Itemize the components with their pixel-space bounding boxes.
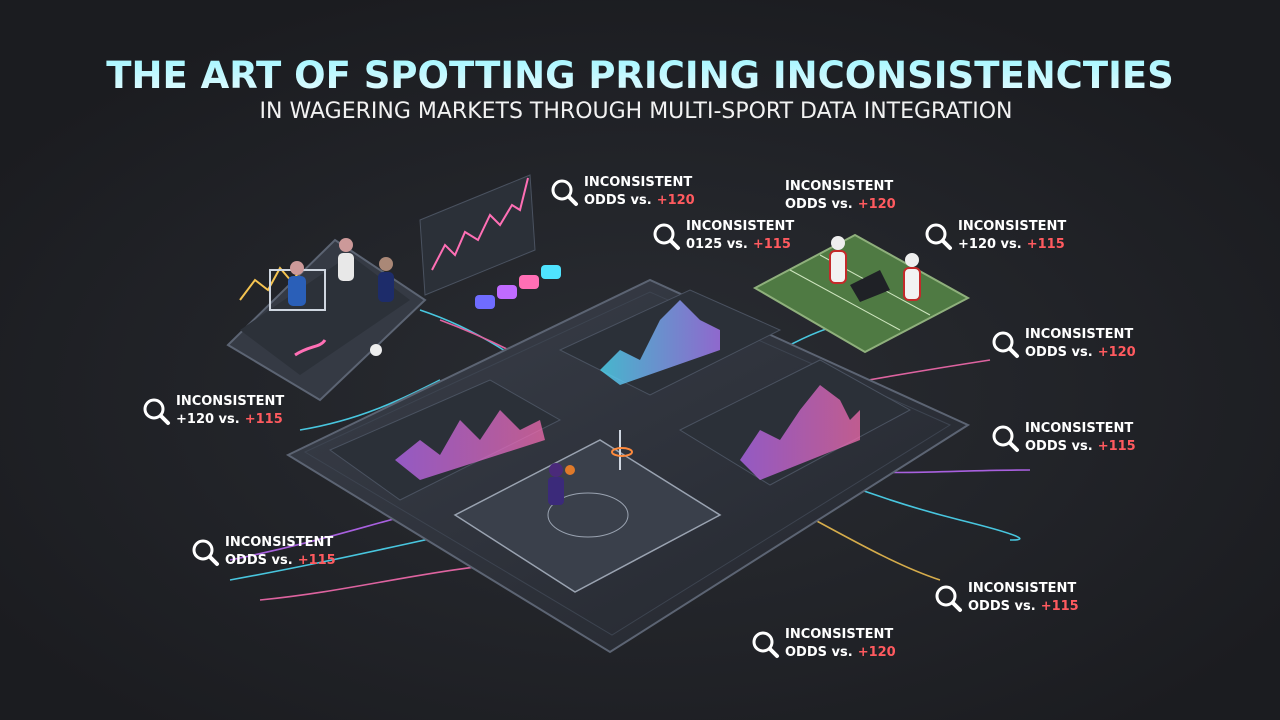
callout-detail: ODDS vs. +115 <box>968 599 1079 614</box>
magnifier-lens <box>992 425 1014 447</box>
callout-odds: +120 <box>858 645 896 660</box>
magnifier-handle <box>1008 347 1019 358</box>
callouts: INCONSISTENT ODDS vs. +120 INCONSISTENT 0125… <box>143 175 1136 660</box>
callout-heading: INCONSISTENT <box>785 627 893 642</box>
callout-lead: 0125 vs. <box>686 237 748 252</box>
callout-detail: 0125 vs. +115 <box>686 237 791 252</box>
callout: INCONSISTENT ODDS vs. +115 <box>192 535 336 568</box>
callout: INCONSISTENT +120 vs. +115 <box>925 219 1066 252</box>
callout: INCONSISTENT ODDS vs. +115 <box>935 581 1079 614</box>
callout-odds: +120 <box>858 197 896 212</box>
callout-detail: ODDS vs. +120 <box>785 197 896 212</box>
callout-detail: ODDS vs. +115 <box>1025 439 1136 454</box>
callout-odds: +115 <box>1041 599 1079 614</box>
callout-odds: +115 <box>298 553 336 568</box>
callout-lead: +120 vs. <box>176 412 240 427</box>
callout-detail: ODDS vs. +120 <box>785 645 896 660</box>
magnifier-lens <box>925 223 947 245</box>
magnifier-handle <box>951 601 962 612</box>
callout-detail: ODDS vs. +120 <box>584 193 695 208</box>
callout-odds: +115 <box>245 412 283 427</box>
callout-heading: INCONSISTENT <box>785 179 893 194</box>
trend-panel <box>419 174 561 309</box>
callout-heading: INCONSISTENT <box>176 394 284 409</box>
soccer-panel <box>226 238 427 402</box>
callout-heading: INCONSISTENT <box>1025 327 1133 342</box>
callout-detail: ODDS vs. +115 <box>225 553 336 568</box>
magnifier-handle <box>1008 441 1019 452</box>
title: THE ART OF SPOTTING PRICING INCONSISTENC… <box>106 54 1174 97</box>
magnifier-handle <box>567 195 578 206</box>
magnifier-lens <box>143 398 165 420</box>
callout: INCONSISTENT +120 vs. +115 <box>143 394 284 427</box>
magnifier-lens <box>192 539 214 561</box>
callout-heading: INCONSISTENT <box>584 175 692 190</box>
main-board-inner <box>303 291 952 636</box>
callout-odds: +115 <box>1098 439 1136 454</box>
callout: INCONSISTENT ODDS vs. +120 <box>992 327 1136 360</box>
callout-detail: +120 vs. +115 <box>958 237 1065 252</box>
magnifier-handle <box>768 647 779 658</box>
magnifier-lens <box>752 631 774 653</box>
callout-odds: +115 <box>1027 237 1065 252</box>
callout: INCONSISTENT ODDS vs. +115 <box>992 421 1136 454</box>
callout-odds: +120 <box>657 193 695 208</box>
magnifier-lens <box>551 179 573 201</box>
callout: INCONSISTENT 0125 vs. +115 <box>653 219 794 252</box>
callout-lead: ODDS vs. <box>785 197 853 212</box>
board-charts <box>328 289 912 593</box>
callout-lead: ODDS vs. <box>968 599 1036 614</box>
callout-odds: +120 <box>1098 345 1136 360</box>
magnifier-lens <box>992 331 1014 353</box>
callout: INCONSISTENT ODDS vs. +120 <box>752 627 896 660</box>
callout: INCONSISTENT ODDS vs. +120 <box>551 175 695 208</box>
callout-lead: ODDS vs. <box>1025 439 1093 454</box>
callout-heading: INCONSISTENT <box>686 219 794 234</box>
callout-heading: INCONSISTENT <box>968 581 1076 596</box>
callout-lead: ODDS vs. <box>785 645 853 660</box>
callout-lead: +120 vs. <box>958 237 1022 252</box>
callout-lead: ODDS vs. <box>225 553 293 568</box>
callout-lead: ODDS vs. <box>584 193 652 208</box>
magnifier-handle <box>941 239 952 250</box>
callout-heading: INCONSISTENT <box>958 219 1066 234</box>
callout-heading: INCONSISTENT <box>1025 421 1133 436</box>
football-panel <box>752 233 971 354</box>
magnifier-handle <box>208 555 219 566</box>
magnifier-lens <box>653 223 675 245</box>
magnifier-lens <box>935 585 957 607</box>
callout-detail: +120 vs. +115 <box>176 412 283 427</box>
callout-heading: INCONSISTENT <box>225 535 333 550</box>
callout-detail: ODDS vs. +120 <box>1025 345 1136 360</box>
magnifier-handle <box>669 239 680 250</box>
callout-lead: ODDS vs. <box>1025 345 1093 360</box>
magnifier-handle <box>159 414 170 425</box>
callout-odds: +115 <box>753 237 791 252</box>
subtitle: IN WAGERING MARKETS THROUGH MULTI-SPORT … <box>260 99 1013 124</box>
callout: INCONSISTENT ODDS vs. +120 <box>785 179 896 212</box>
